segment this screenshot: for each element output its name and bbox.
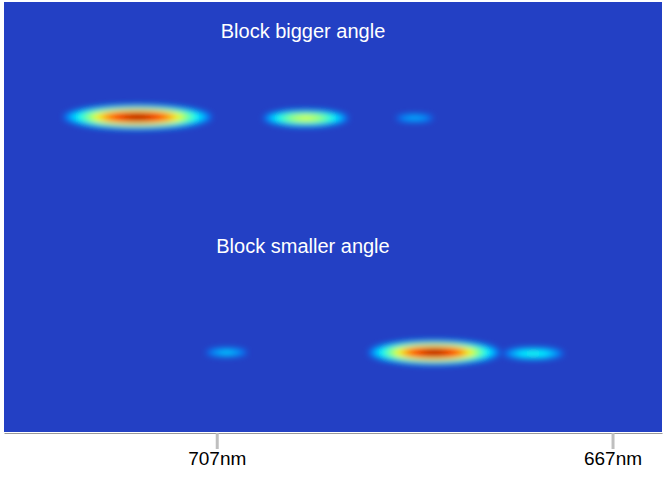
spot-contour (270, 111, 341, 125)
tick-mark (612, 433, 615, 449)
tick-label: 667nm (584, 448, 642, 469)
spot-contour (384, 343, 484, 362)
spot-contour (99, 111, 176, 124)
spot-contour (412, 117, 417, 119)
spot-contour (396, 114, 433, 122)
chart: Block bigger angle Block smaller angle 707… (0, 0, 666, 484)
spot (503, 347, 563, 359)
panel-marks (206, 340, 563, 365)
spot-contour (513, 349, 554, 357)
spot-contour (84, 108, 190, 126)
spot-contour (430, 352, 438, 354)
spot-contour (102, 111, 173, 123)
spot-contour (68, 105, 208, 129)
spot-contour (218, 351, 235, 355)
spot-contour (121, 114, 155, 120)
spot-contour (274, 112, 338, 125)
panel-title: Block bigger angle (221, 20, 386, 42)
spot-contour (263, 109, 348, 126)
spot-contour (280, 113, 331, 123)
spot-contour (303, 117, 309, 119)
spot (63, 104, 211, 129)
spot-contour (277, 112, 335, 124)
spot-contour (527, 352, 540, 355)
spot-contour (409, 348, 460, 358)
spot (396, 114, 433, 122)
spot-contour (379, 342, 491, 363)
spot (263, 109, 348, 126)
spot-contour (390, 344, 479, 361)
spot-contour (63, 104, 211, 129)
spot-contour (382, 342, 488, 362)
spot-contour (116, 113, 159, 120)
spot-contour (112, 113, 163, 122)
spot-contour (93, 110, 182, 125)
spot-contour (503, 347, 563, 359)
panel-title: Block smaller angle (216, 235, 389, 257)
tick: 667nm (584, 433, 642, 469)
tick-mark (216, 433, 219, 449)
spot-contour (425, 351, 445, 355)
spot-contour (508, 348, 559, 358)
panel-background (4, 2, 662, 217)
panel-background (4, 217, 662, 432)
spot-layer (63, 104, 433, 129)
spot (369, 340, 501, 365)
spot (206, 348, 247, 357)
spot-contour (419, 350, 449, 356)
x-axis: 707nm 667nm (5, 433, 663, 469)
spot-contour (105, 112, 169, 123)
spot-contour (372, 341, 497, 365)
spot-contour (530, 353, 536, 355)
spot-contour (288, 114, 323, 121)
spot-contour (224, 352, 229, 354)
spot-contour (392, 344, 476, 360)
spot-contour (375, 341, 493, 363)
spot-contour (96, 110, 179, 124)
spot-contour (403, 346, 466, 358)
spot-contour (127, 115, 149, 119)
spot-contour (87, 109, 187, 126)
spot-contour (75, 106, 201, 127)
spot-layer (206, 340, 563, 365)
spot-contour (81, 108, 194, 127)
spot-contour (211, 349, 241, 356)
spot-contour (415, 349, 453, 356)
spot-contour (284, 114, 327, 123)
spot-contour (400, 346, 468, 359)
panel-marks (63, 104, 433, 129)
spot-contour (398, 345, 471, 359)
spot-contour (406, 347, 463, 358)
spot-contour (267, 110, 345, 126)
spot-contour (402, 115, 427, 120)
tick-label: 707nm (188, 448, 246, 469)
spot-contour (293, 115, 319, 120)
spot-contour (518, 350, 548, 356)
spot-contour (369, 340, 501, 365)
spot-contour (412, 348, 457, 357)
spot-contour (395, 345, 474, 360)
spot-contour (78, 107, 197, 127)
axis-line (5, 433, 663, 434)
spot-contour (387, 343, 482, 361)
tick: 707nm (188, 433, 246, 469)
spot-contour (300, 117, 311, 119)
spot-contour (133, 116, 142, 118)
spot-contour (206, 348, 247, 357)
spot-contour (90, 109, 184, 125)
spot-contour (71, 106, 204, 128)
spot-contour (109, 112, 167, 122)
